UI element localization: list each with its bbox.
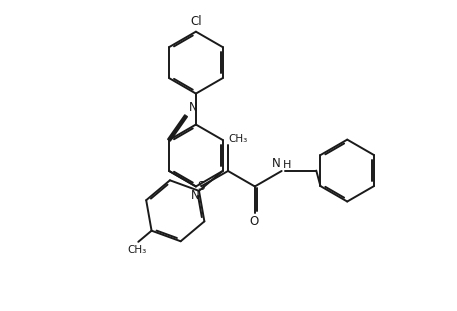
Text: CH₃: CH₃ <box>229 134 248 144</box>
Text: CH₃: CH₃ <box>128 245 147 255</box>
Text: N: N <box>191 189 199 202</box>
Text: N: N <box>188 101 197 114</box>
Text: N: N <box>272 157 281 170</box>
Text: H: H <box>282 160 291 170</box>
Text: O: O <box>250 215 259 228</box>
Text: Cl: Cl <box>190 16 202 28</box>
Text: S: S <box>197 180 204 193</box>
